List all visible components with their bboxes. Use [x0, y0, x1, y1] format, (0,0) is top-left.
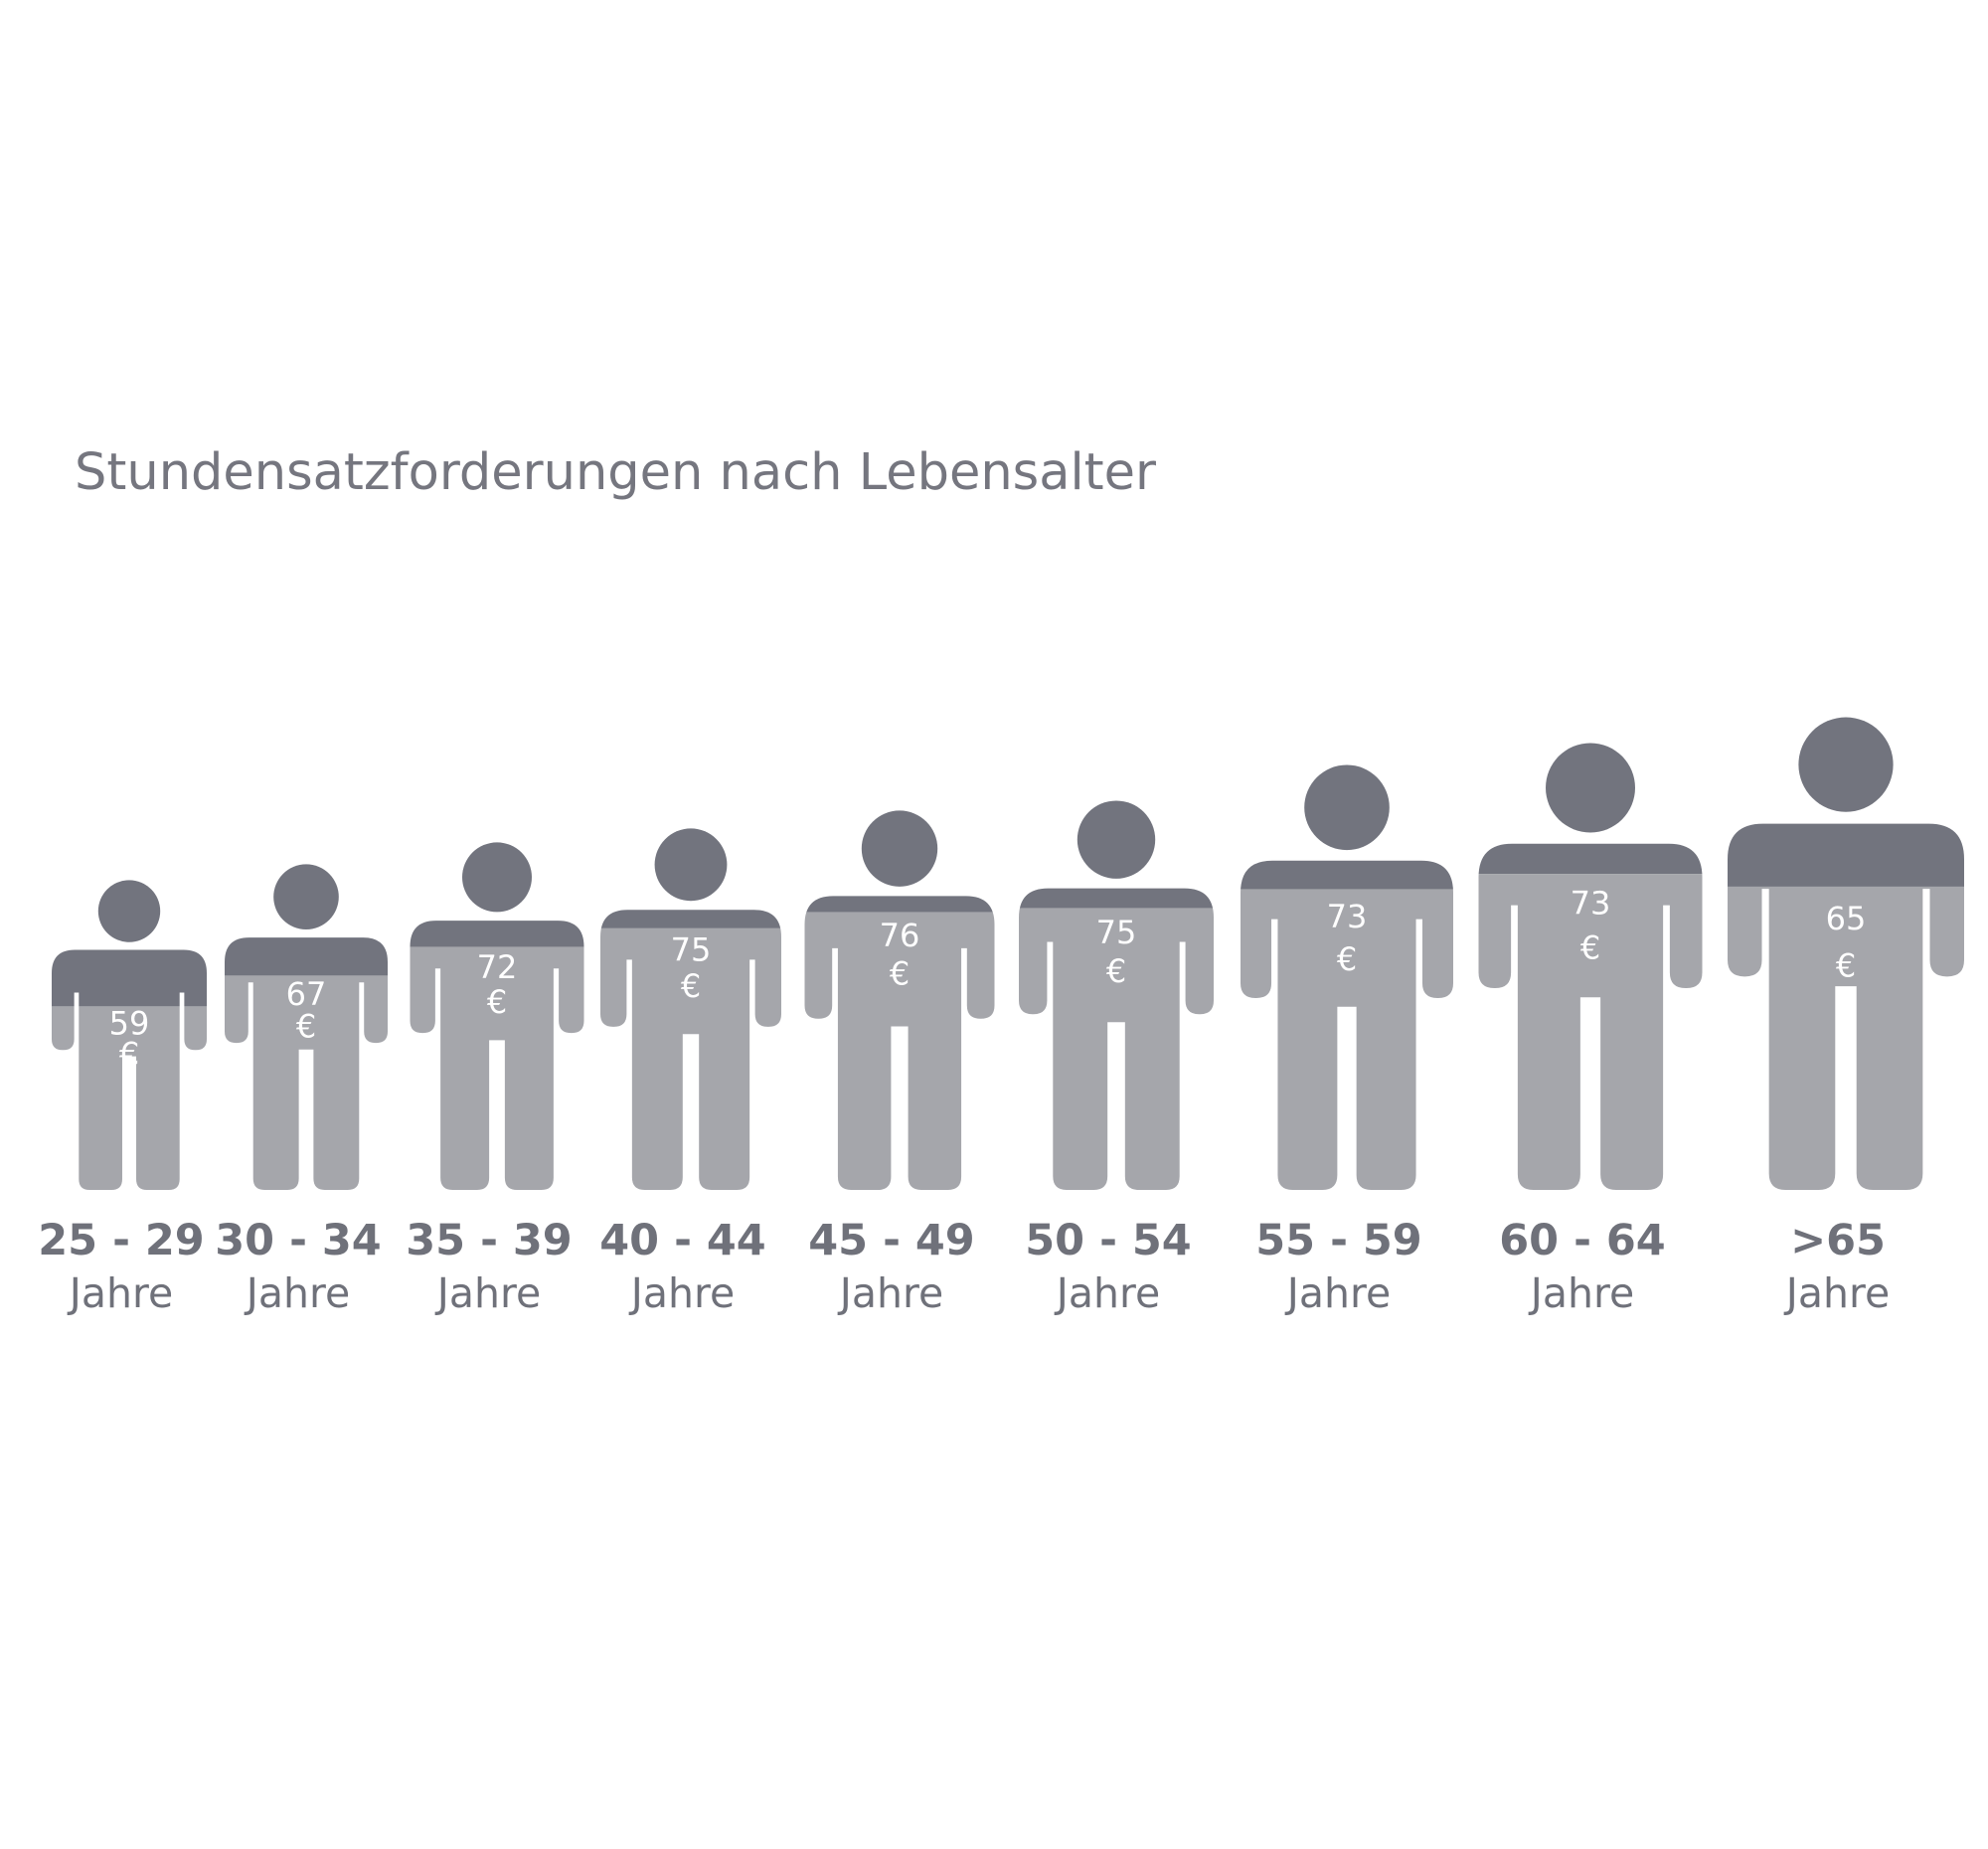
figure-head	[462, 842, 532, 913]
category-suffix-label: Jahre	[434, 1269, 541, 1317]
category-suffix-label: Jahre	[244, 1269, 350, 1317]
figure-head	[1546, 743, 1635, 833]
category-label: 35 - 39	[406, 1216, 572, 1265]
unit-label: €	[1836, 946, 1856, 984]
category-label: >65	[1790, 1216, 1886, 1265]
category-label: 50 - 54	[1025, 1216, 1191, 1265]
category-label: 25 - 29	[38, 1216, 204, 1265]
unit-label: €	[119, 1036, 139, 1074]
category-suffix-label: Jahre	[837, 1269, 943, 1317]
category-suffix-label: Jahre	[1284, 1269, 1391, 1317]
figure-head	[1798, 717, 1894, 812]
category-suffix-label: Jahre	[67, 1269, 173, 1317]
category-label: 55 - 59	[1255, 1216, 1421, 1265]
unit-label: €	[1337, 940, 1357, 978]
chart-title: Stundensatzforderungen nach Lebensalter	[75, 443, 1156, 502]
figure-head	[654, 828, 728, 902]
figure-upper-fill	[1241, 860, 1453, 890]
figure-upper-fill	[225, 937, 388, 976]
figure-upper-fill	[600, 910, 781, 928]
value-label: 67	[286, 975, 327, 1013]
value-label: 65	[1826, 900, 1867, 937]
value-label: 76	[880, 917, 920, 954]
category-suffix-label: Jahre	[1054, 1269, 1160, 1317]
figure-upper-fill	[410, 921, 584, 947]
value-label: 75	[671, 931, 712, 969]
value-label: 73	[1327, 898, 1368, 935]
category-suffix-label: Jahre	[1783, 1269, 1890, 1317]
category-label: 40 - 44	[599, 1216, 765, 1265]
unit-label: €	[890, 954, 910, 992]
unit-label: €	[487, 983, 507, 1021]
category-label: 45 - 49	[808, 1216, 974, 1265]
category-label: 60 - 64	[1499, 1216, 1665, 1265]
value-label: 73	[1571, 885, 1611, 923]
figure-upper-fill	[1019, 888, 1214, 909]
category-suffix-label: Jahre	[628, 1269, 735, 1317]
figure-head	[1077, 800, 1156, 879]
figure-head	[861, 810, 938, 887]
value-label: 75	[1096, 914, 1137, 951]
figure-head	[97, 880, 161, 942]
category-suffix-label: Jahre	[1528, 1269, 1634, 1317]
unit-label: €	[681, 967, 701, 1005]
value-label: 72	[477, 948, 518, 986]
figure-upper-fill	[804, 896, 995, 913]
unit-label: €	[296, 1008, 316, 1046]
figure-upper-fill	[1478, 843, 1703, 875]
figure-head	[273, 864, 339, 929]
value-label: 59	[109, 1004, 150, 1042]
unit-label: €	[1580, 929, 1600, 967]
category-label: 30 - 34	[215, 1216, 381, 1265]
figure-upper-fill	[1728, 823, 1964, 887]
unit-label: €	[1106, 952, 1126, 990]
figure-head	[1304, 764, 1390, 851]
